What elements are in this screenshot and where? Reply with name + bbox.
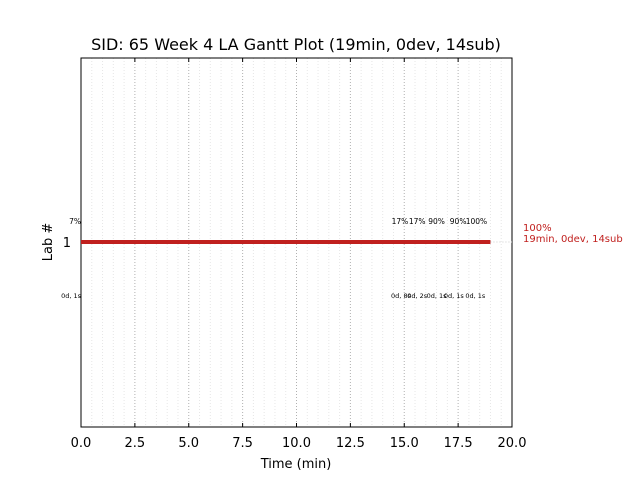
annotation-percent: 90%	[428, 217, 445, 226]
annotation-duration: 0d, 1s	[61, 292, 82, 300]
x-tick-label: 20.0	[498, 436, 527, 451]
y-axis-label: Lab #	[41, 223, 56, 262]
x-tick-label: 0.0	[71, 436, 92, 451]
x-tick-label: 12.5	[336, 436, 365, 451]
annotation-percent: 17%	[392, 217, 409, 226]
annotation-duration: 0d, 1s	[444, 292, 465, 300]
gantt-bars: 100%19min, 0dev, 14sub	[81, 223, 623, 245]
x-tick-label: 2.5	[125, 436, 146, 451]
bar-end-stats: 19min, 0dev, 14sub	[523, 234, 623, 245]
x-axis-ticks: 0.0 2.5 5.0 7.5 10.0 12.5 15.0 17.5 20.0	[71, 58, 527, 451]
annotation-percent: 17%	[409, 217, 426, 226]
annotation-duration: 0d, 1s	[427, 292, 448, 300]
annotation-duration: 0d, 1s	[465, 292, 486, 300]
x-axis-label: Time (min)	[260, 457, 332, 472]
bar-end-percent: 100%	[523, 223, 552, 234]
x-tick-label: 10.0	[282, 436, 311, 451]
x-tick-label: 15.0	[390, 436, 419, 451]
annotation-duration: 0d, 2s	[407, 292, 428, 300]
chart-title: SID: 65 Week 4 LA Gantt Plot (19min, 0de…	[91, 35, 501, 54]
annotation-duration: 0d, 8s	[391, 292, 412, 300]
y-tick-label: 1	[63, 236, 71, 251]
gantt-bar	[81, 240, 491, 244]
x-tick-label: 7.5	[232, 436, 253, 451]
annotation-percent: 100%	[466, 217, 487, 226]
annotation-percent: 7%	[69, 217, 81, 226]
annotation-percent: 90%	[450, 217, 467, 226]
x-tick-label: 17.5	[444, 436, 473, 451]
x-tick-label: 5.0	[178, 436, 199, 451]
